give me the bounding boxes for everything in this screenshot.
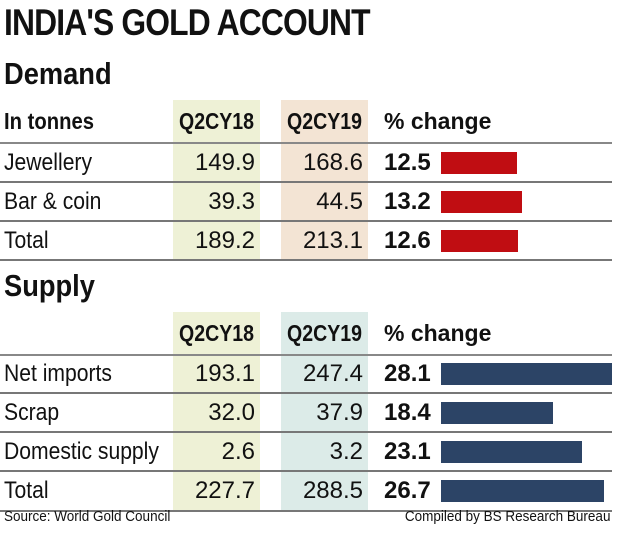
unit-label: In tonnes [4, 107, 94, 134]
value-q2cy18: 227.7 [194, 477, 255, 504]
pct-change-bar [441, 151, 518, 174]
row-label: Bar & coin [4, 187, 102, 215]
header-row: Q2CY18 Q2CY19 % change [0, 312, 612, 356]
value-q2cy19: 213.1 [302, 226, 363, 254]
column-header-pct-change: % change [384, 107, 492, 134]
pct-change-value: 13.2 [384, 187, 431, 215]
row-label: Total [4, 226, 49, 254]
demand-band-q2cy19 [281, 100, 368, 261]
column-header-q2cy18: Q2CY18 [179, 319, 254, 346]
value-q2cy18: 39.3 [208, 187, 255, 215]
value-q2cy19: 247.4 [302, 360, 363, 387]
value-q2cy19: 44.5 [316, 187, 363, 215]
table-row: Net imports 193.1 247.4 28.1 [0, 356, 613, 394]
pct-change-value: 18.4 [384, 398, 431, 426]
pct-change-bar [441, 363, 613, 385]
value-q2cy18: 149.9 [194, 148, 255, 176]
pct-change-value: 12.5 [384, 148, 431, 176]
table-row: Domestic supply 2.6 3.2 23.1 [0, 433, 612, 472]
pct-change-bar [441, 190, 522, 213]
chart-title: INDIA'S GOLD ACCOUNT [4, 2, 371, 43]
pct-change-bar [441, 229, 518, 252]
value-q2cy18: 189.2 [194, 226, 255, 254]
supply-title: Supply [4, 268, 95, 303]
pct-change-value: 23.1 [384, 437, 431, 465]
row-label: Jewellery [4, 148, 93, 176]
column-header-q2cy19: Q2CY19 [287, 107, 362, 134]
demand-band-q2cy18 [173, 100, 260, 261]
row-label: Total [4, 477, 49, 504]
pct-change-value: 28.1 [384, 360, 431, 387]
row-label: Domestic supply [4, 437, 159, 465]
value-q2cy18: 193.1 [194, 360, 255, 387]
row-label: Net imports [4, 360, 112, 387]
credit-note: Compiled by BS Research Bureau [404, 508, 610, 525]
value-q2cy19: 168.6 [302, 148, 363, 176]
value-q2cy19: 288.5 [302, 477, 363, 504]
pct-change-value: 12.6 [384, 226, 431, 254]
value-q2cy19: 3.2 [329, 437, 363, 465]
table-row: Jewellery 149.9 168.6 12.5 [0, 144, 612, 183]
value-q2cy18: 2.6 [221, 437, 255, 465]
column-header-q2cy19: Q2CY19 [287, 319, 362, 346]
table-row: Total 227.7 288.5 26.7 [0, 472, 612, 512]
table-row: Scrap 32.0 37.9 18.4 [0, 394, 612, 433]
pct-change-bar [441, 401, 554, 424]
supply-band-q2cy19 [281, 312, 368, 510]
column-header-pct-change: % change [384, 319, 492, 346]
column-header-q2cy18: Q2CY18 [179, 107, 254, 134]
table-row: Total 189.2 213.1 12.6 [0, 222, 612, 261]
table-row: Bar & coin 39.3 44.5 13.2 [0, 183, 612, 222]
header-row: In tonnes Q2CY18 Q2CY19 % change [0, 100, 612, 144]
value-q2cy19: 37.9 [316, 398, 363, 426]
pct-change-bar [441, 480, 604, 502]
pct-change-bar [441, 440, 582, 463]
supply-band-q2cy18 [173, 312, 260, 510]
source-note: Source: World Gold Council [4, 508, 171, 525]
value-q2cy18: 32.0 [208, 398, 255, 426]
row-label: Scrap [4, 398, 60, 426]
demand-title: Demand [4, 56, 112, 91]
pct-change-value: 26.7 [384, 477, 431, 504]
